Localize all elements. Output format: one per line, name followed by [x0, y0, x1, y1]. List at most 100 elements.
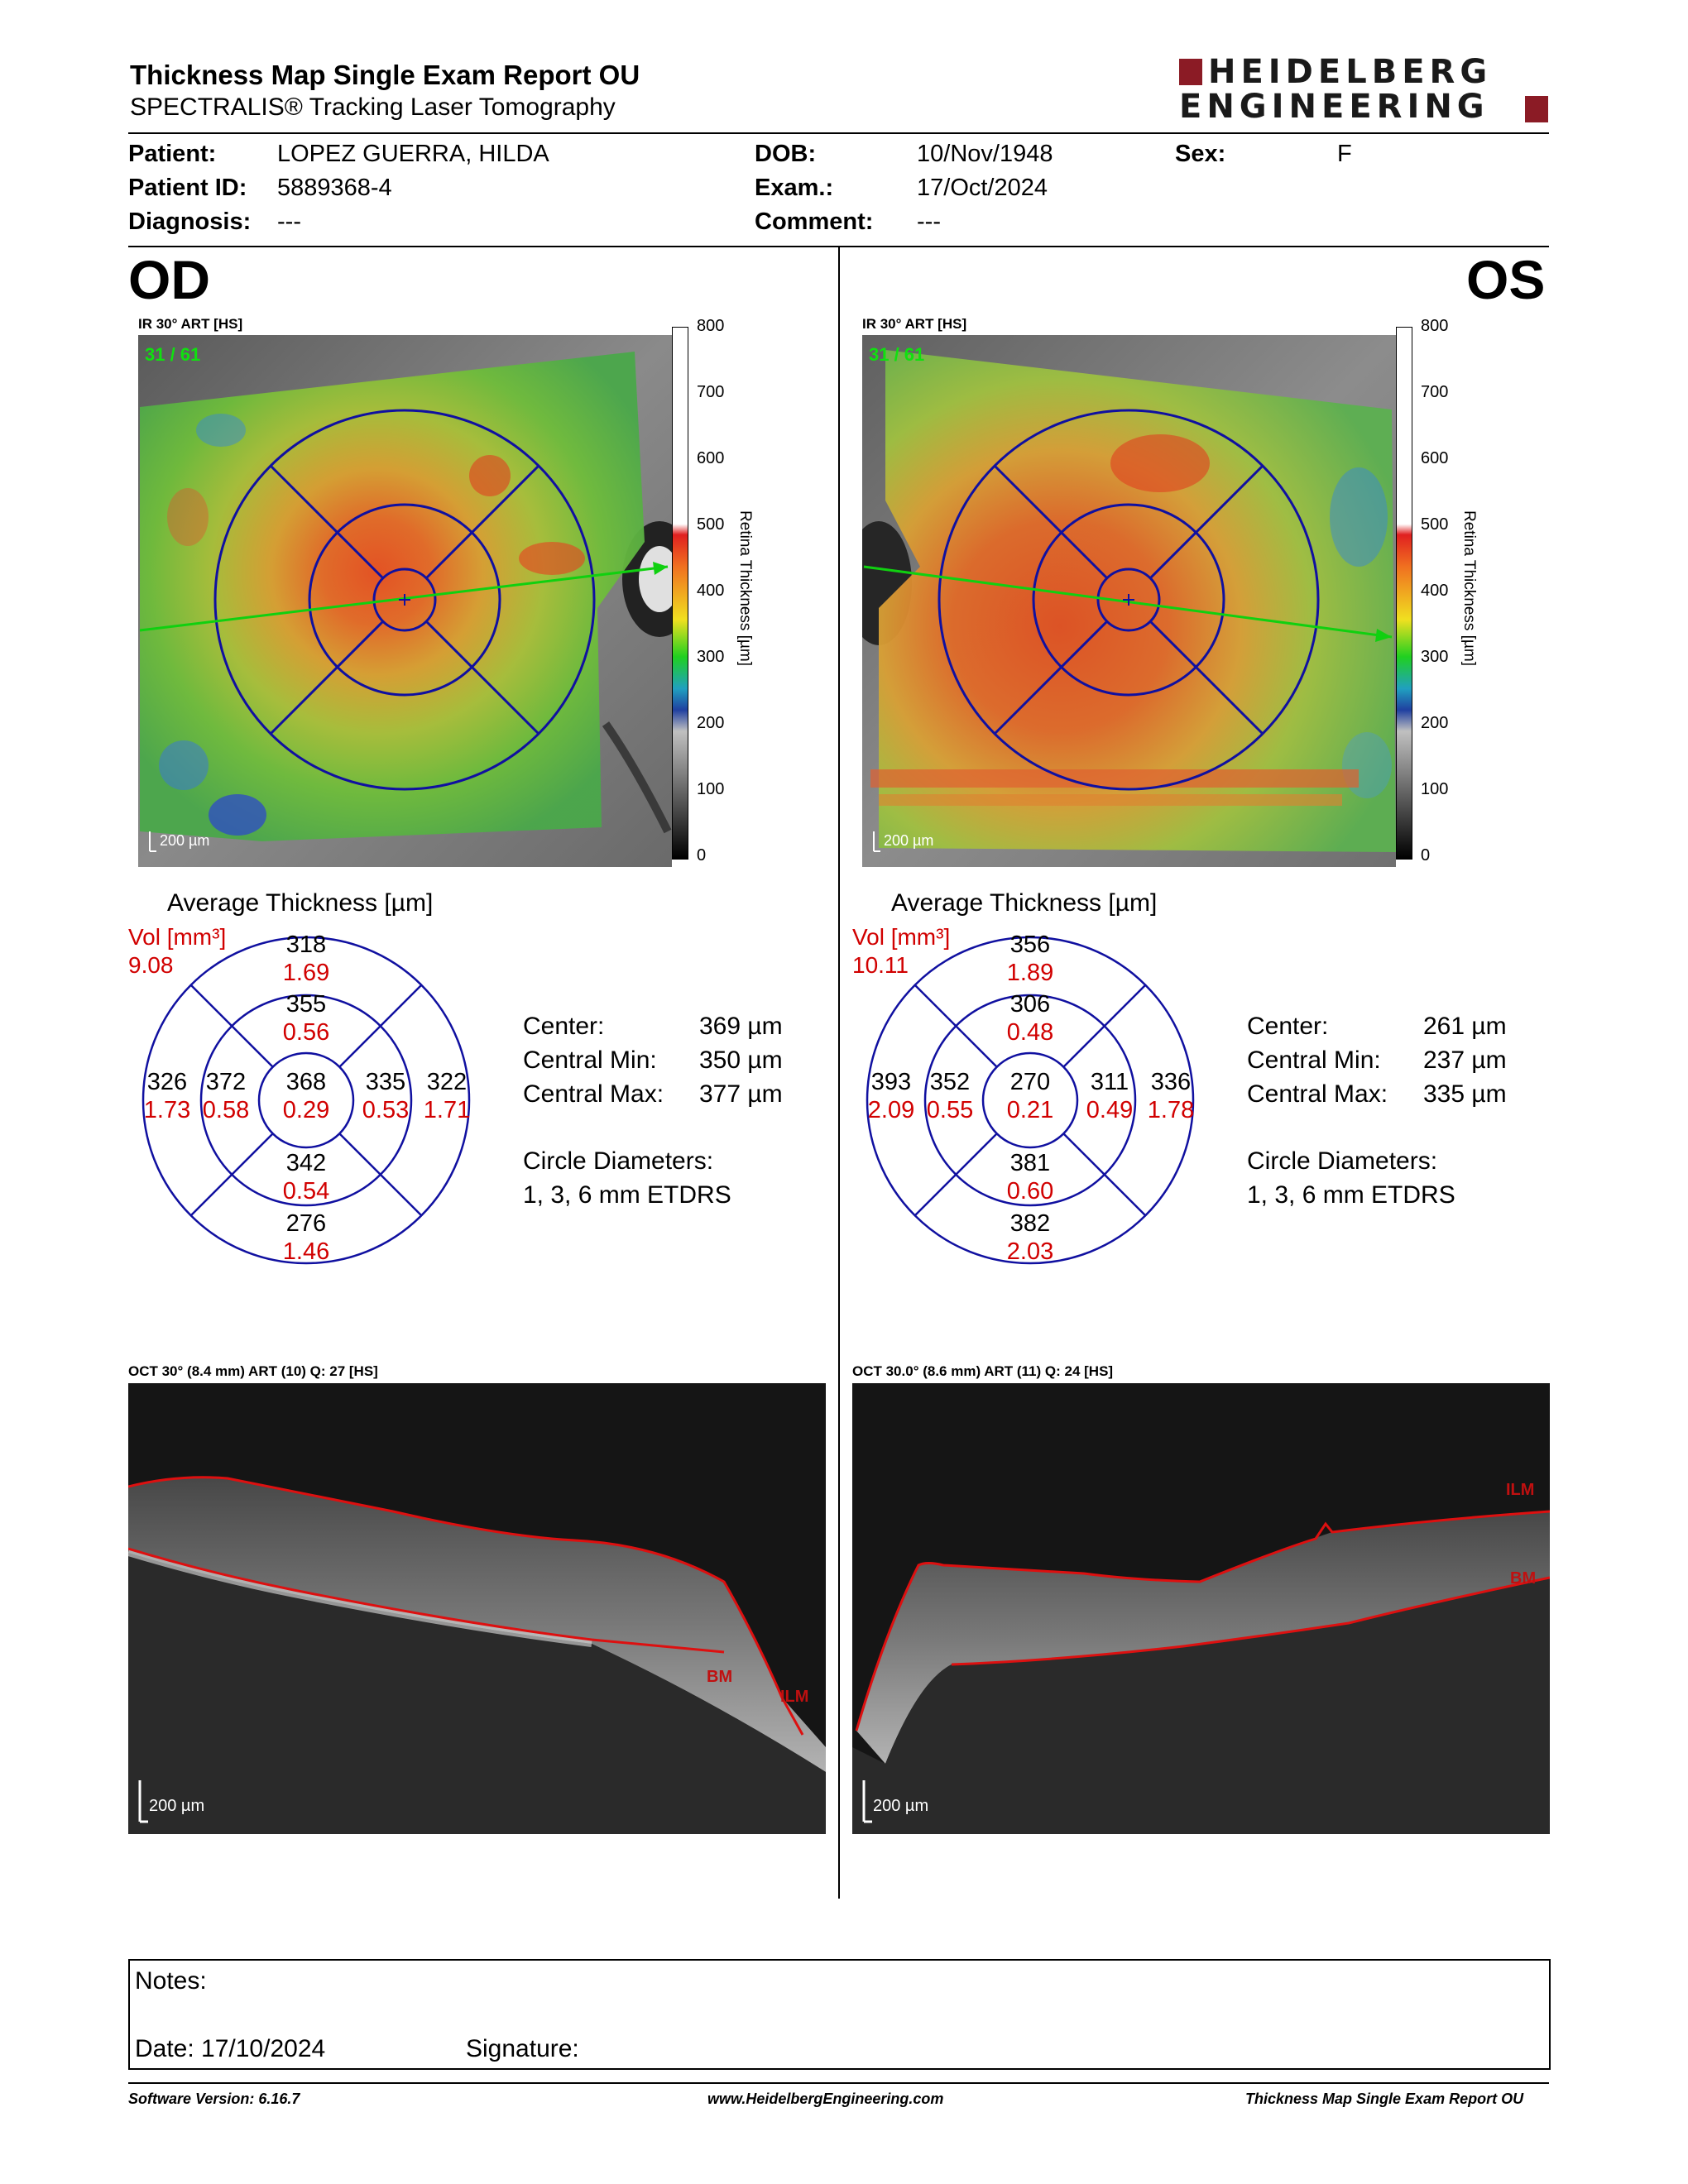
os-central-max-value: 335 µm: [1423, 1080, 1507, 1108]
od-inner-superior-thickness: 355: [285, 991, 327, 1018]
dob-value: 10/Nov/1948: [917, 141, 1053, 167]
os-outer-temporal-volume: 1.78: [1147, 1097, 1195, 1123]
comment-label: Comment:: [755, 208, 874, 235]
website: www.HeidelbergEngineering.com: [707, 2091, 944, 2107]
os-outer-inferior-volume: 2.03: [1006, 1238, 1054, 1265]
od-oct-label: OCT 30° (8.4 mm) ART (10) Q: 27 [HS]: [128, 1363, 378, 1379]
os-inner-temporal-volume: 0.49: [1086, 1097, 1134, 1123]
os-oct-scale: 200 µm: [873, 1797, 929, 1815]
os-inner-superior-thickness: 306: [1009, 991, 1051, 1018]
os-central-max-label: Central Max:: [1247, 1080, 1388, 1108]
od-outer-superior-volume: 1.69: [282, 960, 330, 986]
od-outer-nasal-thickness: 326: [146, 1069, 188, 1095]
dob-label: DOB:: [755, 141, 817, 167]
od-central-min-label: Central Min:: [523, 1046, 657, 1074]
center-divider: [838, 247, 840, 1899]
report-subtitle: SPECTRALIS® Tracking Laser Tomography: [130, 93, 616, 121]
sex-label: Sex:: [1175, 141, 1226, 167]
od-outer-superior-thickness: 318: [285, 932, 327, 958]
od-outer-temporal-volume: 1.71: [423, 1097, 471, 1123]
os-oct-label: OCT 30.0° (8.6 mm) ART (11) Q: 24 [HS]: [852, 1363, 1114, 1379]
od-inner-temporal-volume: 0.53: [362, 1097, 410, 1123]
os-total-volume: 10.11: [852, 952, 909, 978]
os-outer-nasal-thickness: 393: [870, 1069, 912, 1095]
diagnosis-label: Diagnosis:: [128, 208, 252, 235]
od-outer-nasal-volume: 1.73: [143, 1097, 191, 1123]
footer-divider: [128, 2082, 1549, 2084]
os-outer-temporal-thickness: 336: [1150, 1069, 1192, 1095]
os-central-min-label: Central Min:: [1247, 1046, 1381, 1074]
os-thickness-map: [862, 335, 1396, 867]
os-average-thickness-title: Average Thickness [µm]: [891, 889, 1158, 917]
od-center-value: 369 µm: [699, 1013, 783, 1040]
software-version: Software Version: 6.16.7: [128, 2091, 300, 2107]
od-outer-temporal-thickness: 322: [426, 1069, 468, 1095]
eye-label-od: OD: [128, 249, 210, 310]
os-bm-label: BM: [1510, 1569, 1537, 1588]
od-map-scale: 200 µm: [160, 832, 210, 849]
patient-id-label: Patient ID:: [128, 175, 247, 201]
od-central-max-label: Central Max:: [523, 1080, 664, 1108]
od-inner-inferior-volume: 0.54: [282, 1178, 330, 1205]
header-divider: [128, 132, 1549, 134]
od-thickness-map: [138, 335, 672, 867]
os-ilm-label: ILM: [1506, 1481, 1535, 1499]
footer-report-name: Thickness Map Single Exam Report OU: [1245, 2091, 1524, 2107]
os-outer-inferior-thickness: 382: [1009, 1210, 1051, 1237]
od-outer-inferior-volume: 1.46: [282, 1238, 330, 1265]
diagnosis-value: ---: [277, 208, 301, 235]
od-outer-inferior-thickness: 276: [285, 1210, 327, 1237]
os-map-scale: 200 µm: [884, 832, 934, 849]
patient-name: LOPEZ GUERRA, HILDA: [277, 141, 549, 167]
od-inner-nasal-thickness: 372: [205, 1069, 247, 1095]
exam-date: 17/Oct/2024: [917, 175, 1048, 201]
os-inner-temporal-thickness: 311: [1090, 1069, 1129, 1095]
os-inner-inferior-thickness: 381: [1009, 1150, 1051, 1176]
od-central-min-value: 350 µm: [699, 1046, 783, 1074]
od-circle-diameters-value: 1, 3, 6 mm ETDRS: [523, 1181, 731, 1209]
os-center-volume: 0.21: [1006, 1097, 1054, 1123]
od-inner-nasal-volume: 0.58: [202, 1097, 250, 1123]
od-center-volume: 0.29: [282, 1097, 330, 1123]
os-vol-label: Vol [mm³]: [852, 924, 951, 950]
os-center-label: Center:: [1247, 1013, 1329, 1040]
os-circle-diameters-label: Circle Diameters:: [1247, 1147, 1438, 1175]
od-map-label: IR 30° ART [HS]: [138, 316, 243, 332]
od-oct-bscan: [128, 1383, 826, 1834]
od-frame-counter: 31 / 61: [145, 344, 201, 365]
os-inner-inferior-volume: 0.60: [1006, 1178, 1054, 1205]
patient-label: Patient:: [128, 141, 217, 167]
od-ilm-label: ILM: [780, 1688, 809, 1706]
os-outer-superior-thickness: 356: [1009, 932, 1051, 958]
os-circle-diameters-value: 1, 3, 6 mm ETDRS: [1247, 1181, 1455, 1209]
os-inner-superior-volume: 0.48: [1006, 1019, 1054, 1046]
od-center-label: Center:: [523, 1013, 605, 1040]
os-center-value: 261 µm: [1423, 1013, 1507, 1040]
od-bm-label: BM: [707, 1668, 733, 1686]
od-circle-diameters-label: Circle Diameters:: [523, 1147, 714, 1175]
notes-label: Notes:: [135, 1967, 207, 1995]
exam-label: Exam.:: [755, 175, 834, 201]
os-etdrs-grid: [866, 936, 1195, 1265]
report-date: Date: 17/10/2024: [135, 2035, 326, 2062]
od-inner-temporal-thickness: 335: [365, 1069, 406, 1095]
os-central-min-value: 237 µm: [1423, 1046, 1507, 1074]
os-map-label: IR 30° ART [HS]: [862, 316, 967, 332]
sex-value: F: [1337, 141, 1352, 167]
os-inner-nasal-thickness: 352: [929, 1069, 971, 1095]
od-center-thickness: 368: [285, 1069, 327, 1095]
od-inner-superior-volume: 0.56: [282, 1019, 330, 1046]
od-inner-inferior-thickness: 342: [285, 1150, 327, 1176]
os-inner-nasal-volume: 0.55: [926, 1097, 974, 1123]
report-title: Thickness Map Single Exam Report OU: [130, 60, 640, 90]
od-oct-scale: 200 µm: [149, 1797, 205, 1815]
eye-label-os: OS: [1466, 249, 1546, 310]
os-outer-nasal-volume: 2.09: [867, 1097, 915, 1123]
signature-label: Signature:: [466, 2035, 579, 2062]
od-total-volume: 9.08: [128, 952, 174, 978]
os-frame-counter: 31 / 61: [869, 344, 925, 365]
os-outer-superior-volume: 1.89: [1006, 960, 1054, 986]
od-vol-label: Vol [mm³]: [128, 924, 227, 950]
patient-id: 5889368-4: [277, 175, 392, 201]
os-oct-bscan: [852, 1383, 1550, 1834]
